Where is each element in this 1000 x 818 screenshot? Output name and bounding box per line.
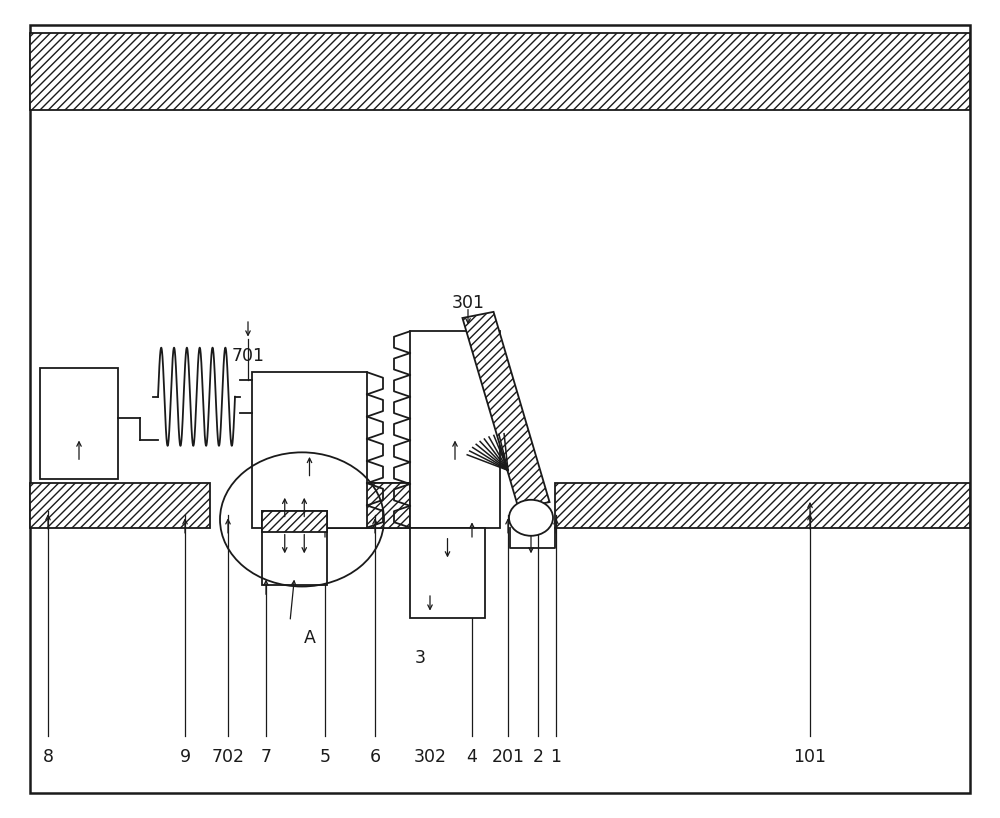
- Bar: [410, 331, 500, 528]
- Text: 4: 4: [467, 748, 477, 766]
- Bar: [410, 528, 485, 618]
- Text: 8: 8: [42, 748, 54, 766]
- Bar: [30, 483, 210, 528]
- Text: 302: 302: [414, 748, 446, 766]
- Text: 6: 6: [369, 748, 381, 766]
- Text: 702: 702: [212, 748, 244, 766]
- Text: 7: 7: [260, 748, 272, 766]
- Bar: [290, 483, 410, 528]
- Bar: [555, 483, 970, 528]
- Bar: [290, 483, 410, 528]
- Text: 3: 3: [415, 649, 426, 667]
- Text: A: A: [304, 629, 316, 647]
- Text: 101: 101: [794, 748, 826, 766]
- Circle shape: [509, 500, 553, 536]
- Bar: [262, 511, 327, 585]
- Text: 1: 1: [550, 748, 562, 766]
- Text: 2: 2: [532, 748, 544, 766]
- Text: 201: 201: [492, 748, 524, 766]
- Text: 5: 5: [320, 748, 330, 766]
- Polygon shape: [462, 312, 550, 508]
- Bar: [262, 511, 327, 532]
- Bar: [252, 372, 367, 528]
- Bar: [40, 368, 118, 479]
- Text: 9: 9: [179, 748, 191, 766]
- Text: 301: 301: [452, 294, 484, 312]
- Bar: [30, 33, 970, 110]
- Text: 701: 701: [232, 347, 264, 365]
